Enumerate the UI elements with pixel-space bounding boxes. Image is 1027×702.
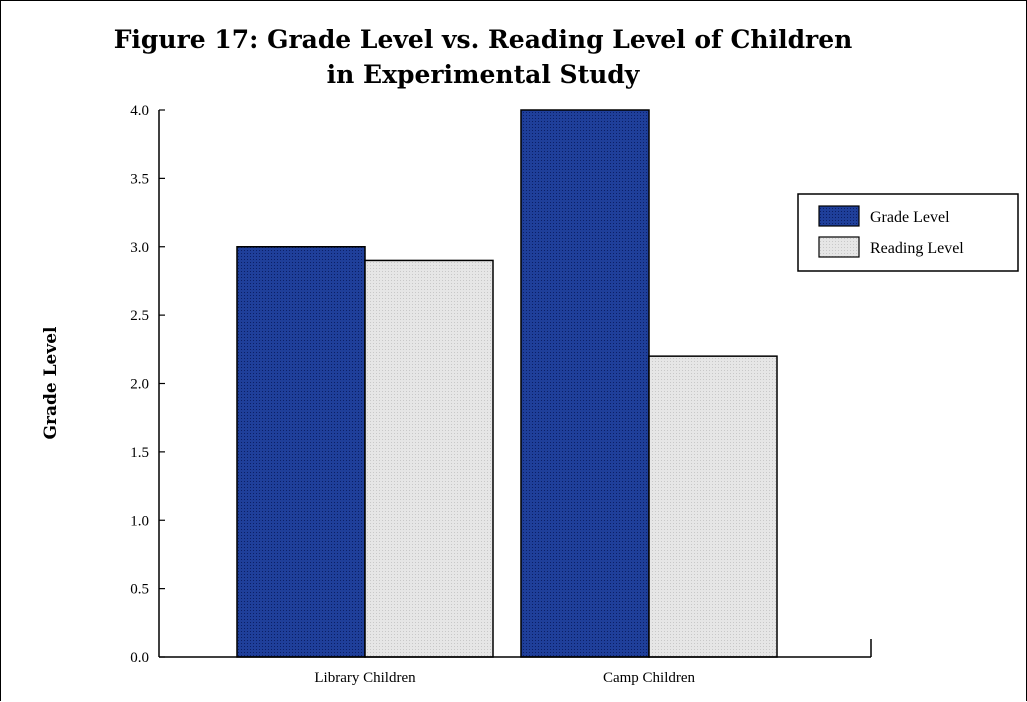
- y-tick-label: 3.5: [130, 171, 149, 187]
- bar-reading-level-camp-children: [648, 355, 778, 658]
- y-tick-label: 0.0: [130, 650, 149, 666]
- legend-swatch: [818, 205, 860, 227]
- legend: Grade Level Reading Level: [797, 193, 1019, 272]
- y-tick-label: 1.5: [130, 445, 149, 461]
- y-tick-label: 2.5: [130, 308, 149, 324]
- y-tick-label: 0.5: [130, 582, 149, 598]
- chart-subtitle: in Experimental Study: [327, 60, 641, 89]
- x-category-label: Library Children: [314, 670, 416, 686]
- y-axis: 0.0 0.5 1.0 1.5 2.0 2.5 3.0 3.5 4.0: [130, 103, 165, 666]
- x-category-label: Camp Children: [603, 670, 696, 686]
- legend-label: Reading Level: [870, 240, 964, 257]
- y-tick-label: 4.0: [130, 103, 149, 119]
- chart-title: Figure 17: Grade Level vs. Reading Level…: [114, 25, 853, 54]
- bars: [236, 109, 778, 658]
- legend-swatch: [818, 236, 860, 258]
- bar-grade-level-library-children: [236, 246, 366, 658]
- y-tick-label: 1.0: [130, 513, 149, 529]
- bar-reading-level-library-children: [364, 259, 494, 658]
- x-axis: Library Children Camp Children: [159, 639, 872, 686]
- legend-label: Grade Level: [870, 209, 950, 226]
- y-axis-label: Grade Level: [41, 326, 61, 440]
- y-tick-label: 2.0: [130, 377, 149, 393]
- y-tick-label: 3.0: [130, 240, 149, 256]
- bar-grade-level-camp-children: [520, 109, 650, 658]
